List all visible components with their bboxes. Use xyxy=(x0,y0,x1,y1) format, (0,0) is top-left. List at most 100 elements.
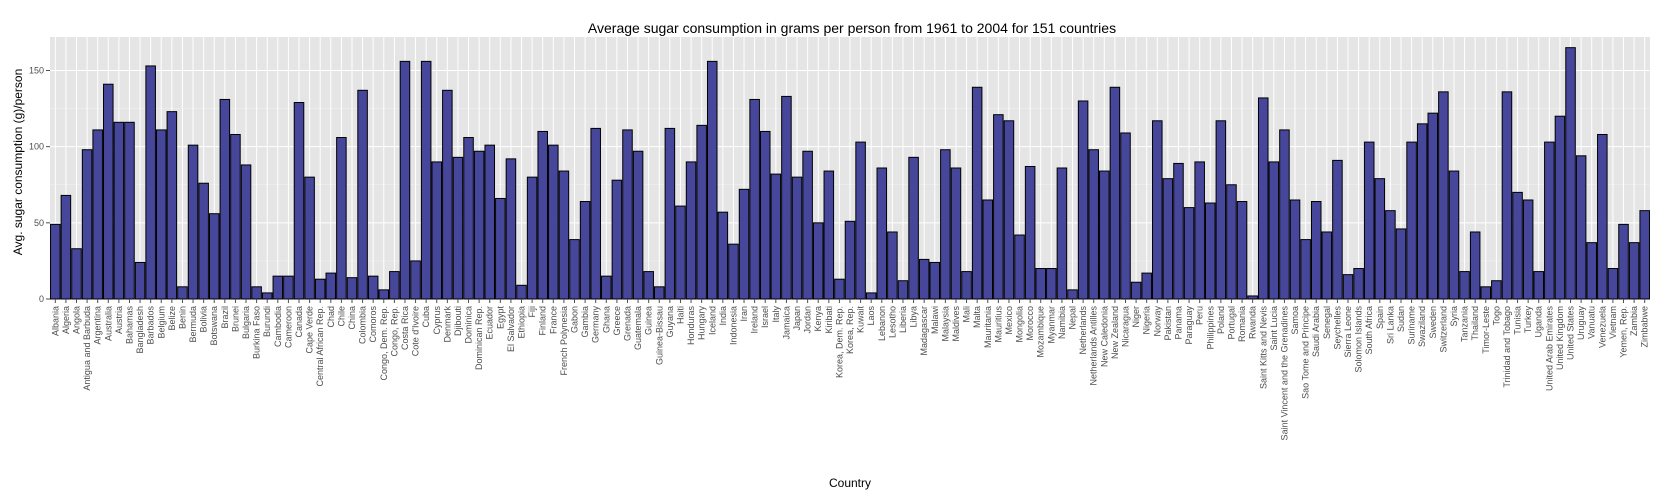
bar xyxy=(219,98,231,300)
x-tick-label: United Kingdom xyxy=(1555,306,1565,370)
x-tick-label: Congo, Rep. xyxy=(389,306,399,357)
x-tick-label: Uganda xyxy=(1534,306,1544,338)
bar xyxy=(103,83,114,300)
bar xyxy=(601,275,612,300)
bar xyxy=(177,286,188,300)
bar xyxy=(791,176,803,300)
x-tick-label: Bolivia xyxy=(199,306,209,333)
bar xyxy=(1130,281,1142,300)
bar xyxy=(664,127,676,300)
x-tick-label: Ghana xyxy=(601,306,611,333)
bar xyxy=(1215,120,1227,300)
x-tick-label: Tunisia xyxy=(1513,306,1523,335)
x-tick-label: Sierra Leone xyxy=(1343,306,1353,358)
bar xyxy=(293,102,305,300)
x-tick-label: Greece xyxy=(612,306,622,336)
bar xyxy=(516,284,527,300)
x-tick-label: Saint Vincent and the Grenadines xyxy=(1279,306,1289,441)
chart-title: Average sugar consumption in grams per p… xyxy=(588,20,1116,36)
x-tick-label: Libya xyxy=(909,306,919,328)
bar xyxy=(1522,199,1534,300)
x-tick-label: Iceland xyxy=(707,306,717,335)
bar xyxy=(346,277,358,300)
x-tick-label: Brazil xyxy=(220,306,230,329)
x-tick-label: Saudi Arabia xyxy=(1311,306,1321,357)
bar xyxy=(950,167,962,300)
x-tick-label: Madagascar xyxy=(919,306,929,356)
x-tick-label: Dominica xyxy=(464,306,474,344)
bar xyxy=(579,201,591,300)
bar xyxy=(611,179,623,300)
x-tick-label: Iran xyxy=(739,306,749,322)
bar xyxy=(1099,170,1110,300)
x-tick-label: Romania xyxy=(1237,306,1247,342)
bar xyxy=(1565,47,1576,300)
x-tick-label: United Arab Emirates xyxy=(1544,306,1554,392)
bar xyxy=(1183,207,1195,300)
bar xyxy=(1395,228,1407,300)
bar xyxy=(1109,86,1121,300)
bar xyxy=(1363,141,1375,300)
bar xyxy=(1024,165,1036,300)
x-tick-label: El Salvador xyxy=(506,306,516,352)
x-tick-label: Sri Lanka xyxy=(1385,306,1395,344)
bar xyxy=(643,271,654,300)
bar xyxy=(208,213,220,300)
bar xyxy=(929,261,941,300)
bar xyxy=(1618,223,1629,300)
bar xyxy=(1247,295,1258,300)
x-tick-label: Belgium xyxy=(156,306,166,339)
bar xyxy=(1332,159,1343,300)
x-tick-label: Senegal xyxy=(1322,306,1332,339)
x-tick-label: Namibia xyxy=(1057,306,1067,339)
bar xyxy=(283,275,294,300)
x-tick-label: Bulgaria xyxy=(241,306,251,339)
x-tick-label: Zimbabwe xyxy=(1640,306,1650,348)
x-tick-label: China xyxy=(347,306,357,330)
bar xyxy=(706,60,718,300)
bar xyxy=(865,292,877,300)
bar xyxy=(738,188,750,300)
bar xyxy=(187,144,199,300)
bar xyxy=(463,137,474,300)
bar xyxy=(834,278,845,300)
x-tick-label: Fiji xyxy=(527,306,537,318)
x-tick-label: Ecuador xyxy=(485,306,495,340)
bar xyxy=(971,86,983,300)
x-tick-label: Turkey xyxy=(1523,306,1533,334)
bar xyxy=(812,222,824,300)
x-tick-label: Solomon Islands xyxy=(1354,306,1364,373)
x-tick-label: Comoros xyxy=(368,306,378,343)
x-tick-label: Congo, Dem. Rep. xyxy=(379,306,389,381)
x-tick-label: Norway xyxy=(1152,306,1162,337)
x-tick-label: Dominican Rep. xyxy=(474,306,484,370)
x-tick-label: Belize xyxy=(167,306,177,331)
bar xyxy=(113,121,125,300)
x-tick-label: Paraguay xyxy=(1184,306,1194,345)
y-tick-label: 0 xyxy=(39,294,44,304)
bar xyxy=(304,176,315,300)
bar xyxy=(537,130,548,300)
x-axis: Albania Algeria Angola Antigua and Barbuda A… xyxy=(50,299,1650,441)
bar xyxy=(134,261,146,300)
x-tick-label: Albania xyxy=(50,306,60,336)
x-tick-label: Djibouti xyxy=(453,306,463,336)
bar xyxy=(548,144,559,300)
bar xyxy=(1607,268,1619,300)
bar xyxy=(802,150,813,300)
bar xyxy=(420,60,432,300)
bar xyxy=(473,150,485,300)
bar xyxy=(940,149,951,300)
x-tick-label: Korea, Dem. Rep. xyxy=(834,306,844,378)
x-tick-label: Mozambique xyxy=(1036,306,1046,358)
y-axis: 0 50 100 150 xyxy=(29,66,50,304)
bar xyxy=(1194,161,1205,300)
x-tick-label: Guinea xyxy=(644,306,654,335)
y-tick-label: 100 xyxy=(29,142,44,152)
x-tick-label: Lebanon xyxy=(877,306,887,341)
x-tick-label: Thailand xyxy=(1470,306,1480,341)
bar xyxy=(1046,268,1057,300)
x-tick-label: Switzerland xyxy=(1438,306,1448,353)
bar xyxy=(1480,286,1492,300)
bar xyxy=(1268,161,1280,300)
